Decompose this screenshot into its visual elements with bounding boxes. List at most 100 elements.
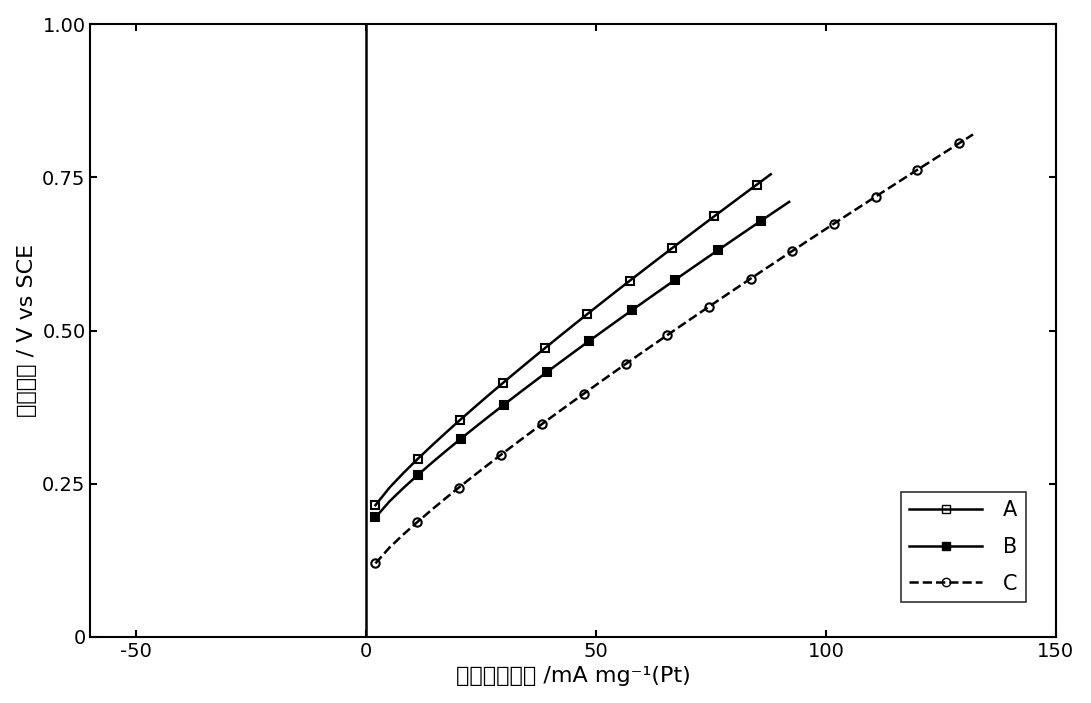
- B: [697, 256, 710, 264]
- A: [397, 468, 410, 477]
- B: [469, 423, 482, 432]
- C: [744, 274, 757, 283]
- C: [521, 430, 535, 439]
- A: [468, 404, 481, 412]
- B: [583, 337, 596, 345]
- C: [480, 462, 493, 470]
- A: [552, 333, 565, 341]
- C: [967, 130, 980, 138]
- C: [703, 302, 716, 311]
- C: [453, 484, 466, 492]
- B: [483, 412, 496, 420]
- B: [369, 513, 382, 522]
- C: [550, 409, 563, 418]
- A: [383, 484, 396, 492]
- B: [768, 207, 781, 216]
- C: [938, 148, 951, 156]
- C: [439, 495, 452, 503]
- A: [595, 299, 608, 307]
- B: [540, 368, 553, 377]
- A: [440, 428, 453, 437]
- C: [758, 265, 771, 273]
- B: [425, 458, 439, 467]
- A: [736, 191, 750, 200]
- A: [751, 181, 764, 189]
- B: [669, 276, 682, 284]
- B: [441, 446, 454, 454]
- C: [911, 166, 924, 174]
- C: [494, 451, 507, 459]
- A: [694, 223, 707, 231]
- C: [814, 228, 827, 237]
- X-axis label: 质量电流密度 /mA mg⁻¹(Pt): 质量电流密度 /mA mg⁻¹(Pt): [456, 666, 691, 686]
- A: [580, 310, 594, 318]
- A: [454, 415, 467, 424]
- C: [897, 174, 910, 183]
- A: [764, 170, 777, 179]
- C: [563, 399, 576, 408]
- C: [661, 331, 674, 340]
- C: [870, 193, 883, 201]
- C: [397, 530, 410, 538]
- A: [708, 212, 721, 221]
- C: [717, 293, 730, 302]
- B: [740, 226, 753, 235]
- C: [633, 350, 646, 359]
- B: [655, 285, 668, 294]
- B: [397, 483, 410, 491]
- C: [410, 518, 423, 527]
- B: [711, 246, 724, 254]
- B: [383, 497, 396, 505]
- B: [512, 389, 525, 398]
- A: [511, 367, 524, 375]
- B: [597, 326, 610, 335]
- A: [666, 244, 679, 252]
- C: [591, 380, 604, 388]
- B: [640, 296, 654, 304]
- C: [508, 440, 521, 449]
- A: [411, 455, 424, 463]
- C: [674, 321, 687, 330]
- C: [688, 312, 702, 321]
- B: [526, 379, 539, 387]
- A: [425, 441, 439, 450]
- C: [424, 506, 437, 515]
- C: [606, 370, 619, 378]
- A: [623, 277, 636, 285]
- B: [626, 306, 639, 314]
- C: [925, 157, 938, 165]
- B: [568, 347, 582, 356]
- A: [566, 321, 579, 330]
- B: [554, 357, 567, 366]
- A: [482, 391, 495, 399]
- C: [466, 472, 479, 481]
- A: [524, 356, 537, 364]
- C: [772, 256, 786, 264]
- Line: C: C: [375, 134, 973, 563]
- C: [827, 219, 840, 228]
- B: [497, 401, 511, 409]
- C: [786, 247, 799, 255]
- C: [841, 210, 854, 219]
- A: [651, 255, 664, 264]
- C: [952, 139, 966, 148]
- C: [800, 238, 813, 246]
- Y-axis label: 电极电位 / V vs SCE: 电极电位 / V vs SCE: [16, 244, 37, 417]
- A: [496, 379, 509, 387]
- C: [369, 559, 382, 567]
- B: [726, 236, 739, 245]
- C: [730, 284, 743, 292]
- C: [647, 340, 660, 349]
- C: [619, 360, 632, 368]
- C: [855, 201, 868, 209]
- C: [383, 543, 396, 552]
- A: [538, 344, 551, 352]
- C: [883, 183, 896, 192]
- B: [611, 316, 624, 324]
- A: [637, 266, 650, 274]
- A: [369, 501, 382, 510]
- B: [683, 266, 696, 274]
- B: [455, 434, 468, 443]
- B: [754, 217, 767, 226]
- Line: A: A: [375, 174, 770, 505]
